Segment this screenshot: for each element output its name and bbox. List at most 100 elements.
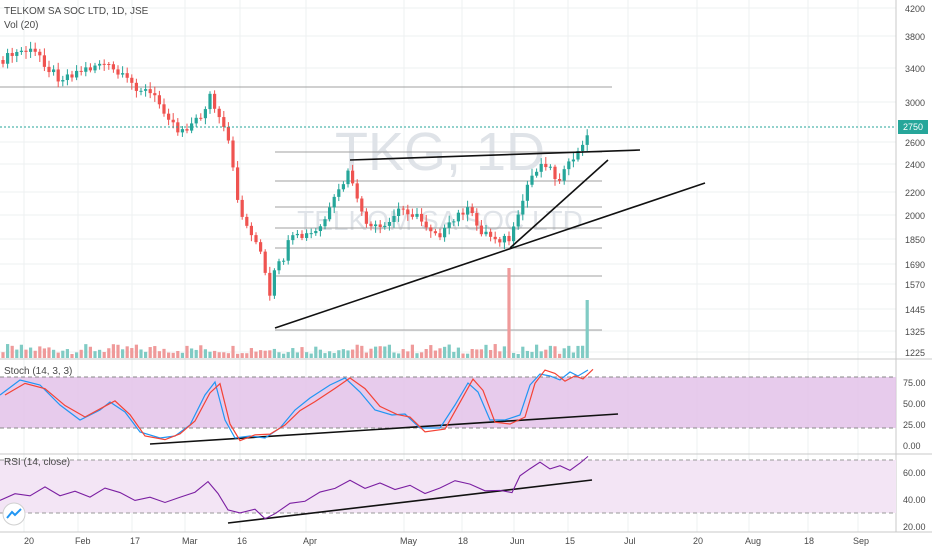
candle-body bbox=[203, 109, 207, 119]
candle-body bbox=[52, 69, 56, 73]
time-tick: 17 bbox=[130, 536, 140, 546]
candle-body bbox=[29, 48, 33, 52]
candle-body bbox=[553, 166, 557, 180]
time-tick: Jul bbox=[624, 536, 636, 546]
candle-body bbox=[226, 126, 230, 141]
candle-body bbox=[489, 231, 493, 237]
trendlines[interactable] bbox=[149, 149, 706, 524]
volume-bar bbox=[466, 353, 470, 358]
rsi-tick: 40.00 bbox=[903, 495, 926, 505]
volume-bar bbox=[489, 349, 493, 358]
candle-body bbox=[268, 272, 272, 296]
volume-bar bbox=[525, 350, 529, 358]
candle-body bbox=[300, 233, 304, 238]
volume-bar bbox=[84, 344, 88, 358]
volume-bar bbox=[507, 268, 511, 358]
volume-bar bbox=[116, 344, 120, 358]
volume-bar bbox=[121, 349, 125, 358]
stoch-band bbox=[0, 377, 896, 428]
candle-body bbox=[130, 77, 134, 83]
trendline-short-support[interactable] bbox=[509, 159, 609, 249]
candle-body bbox=[222, 117, 226, 127]
stoch-label[interactable]: Stoch (14, 3, 3) bbox=[4, 366, 72, 377]
price-levels[interactable] bbox=[0, 86, 612, 331]
price-tick: 3800 bbox=[905, 32, 925, 42]
candle-body bbox=[387, 221, 391, 226]
candle-body bbox=[79, 70, 83, 72]
candle-body bbox=[213, 93, 217, 109]
volume-bar bbox=[470, 349, 474, 358]
candle-body bbox=[410, 214, 414, 217]
volume-bar bbox=[387, 344, 391, 358]
stoch-tick: 75.00 bbox=[903, 378, 926, 388]
volume-bar bbox=[65, 349, 69, 358]
trendline-rsi[interactable] bbox=[227, 479, 593, 524]
volume-bar bbox=[176, 350, 180, 358]
price-tick: 1225 bbox=[905, 348, 925, 358]
candle-body bbox=[65, 74, 69, 81]
candle-body bbox=[254, 235, 258, 243]
volume-bar bbox=[162, 348, 166, 358]
candle-body bbox=[194, 117, 198, 124]
volume-bar bbox=[194, 349, 198, 358]
price-axis[interactable]: 4200 3800 3400 3000 2750 2600 2400 2200 … bbox=[898, 4, 928, 532]
time-axis[interactable]: 20 Feb 17 Mar 16 Apr May 18 Jun 15 Jul 2… bbox=[24, 536, 869, 546]
candle-body bbox=[576, 151, 580, 160]
candle-body bbox=[420, 213, 424, 222]
candle-body bbox=[33, 48, 37, 52]
trendline-resistance[interactable] bbox=[349, 149, 641, 161]
rsi-band bbox=[0, 460, 896, 513]
trendline-main-support[interactable] bbox=[274, 182, 706, 329]
stoch-k-line bbox=[0, 369, 589, 439]
volume-bar bbox=[134, 344, 138, 358]
candle-body bbox=[282, 260, 286, 262]
candle-body bbox=[433, 231, 437, 234]
volume-bar bbox=[539, 351, 543, 358]
volume-bar bbox=[29, 347, 33, 358]
volume-bar bbox=[337, 350, 341, 358]
candle-body bbox=[305, 233, 309, 238]
candle-body bbox=[190, 123, 194, 131]
volume-bar bbox=[309, 353, 313, 358]
volume-bar bbox=[443, 346, 447, 358]
volume-label[interactable]: Vol (20) bbox=[4, 20, 38, 31]
volume-bar bbox=[217, 352, 221, 358]
volume-bar bbox=[144, 351, 148, 358]
volume-bar bbox=[576, 345, 580, 358]
candle-body bbox=[6, 53, 10, 64]
symbol-title[interactable]: TELKOM SA SOC LTD, 1D, JSE bbox=[4, 6, 149, 17]
candle-body bbox=[498, 239, 502, 243]
rsi-label[interactable]: RSI (14, close) bbox=[4, 457, 70, 468]
volume-bar bbox=[323, 353, 327, 358]
price-tick: 1690 bbox=[905, 260, 925, 270]
volume-bar bbox=[56, 352, 60, 358]
candle-body bbox=[392, 216, 396, 222]
volume-bar bbox=[98, 349, 102, 358]
candle-body bbox=[493, 236, 497, 240]
volume-bar bbox=[558, 353, 562, 358]
candle-body bbox=[139, 90, 143, 92]
volume-bar bbox=[355, 344, 359, 358]
candle-body bbox=[355, 183, 359, 199]
trendline-stoch[interactable] bbox=[149, 413, 619, 445]
volume-bar bbox=[254, 351, 258, 358]
candle-body bbox=[157, 95, 161, 105]
volume-bar bbox=[148, 347, 152, 358]
volume-bar bbox=[208, 351, 212, 358]
candle-body bbox=[61, 80, 65, 82]
price-tick: 1850 bbox=[905, 235, 925, 245]
candle-body bbox=[93, 65, 97, 71]
price-tick: 3400 bbox=[905, 64, 925, 74]
volume-bar bbox=[571, 352, 575, 358]
candle-body bbox=[461, 212, 465, 215]
volume-bar bbox=[364, 352, 368, 358]
volume-bar bbox=[548, 345, 552, 358]
volume-bar bbox=[410, 344, 414, 358]
volume-bar bbox=[222, 352, 226, 358]
tradingview-logo[interactable] bbox=[2, 502, 26, 526]
candle-body bbox=[185, 129, 189, 131]
candle-body bbox=[530, 175, 534, 185]
volume-bar bbox=[268, 350, 272, 358]
volume-bar bbox=[498, 351, 502, 358]
